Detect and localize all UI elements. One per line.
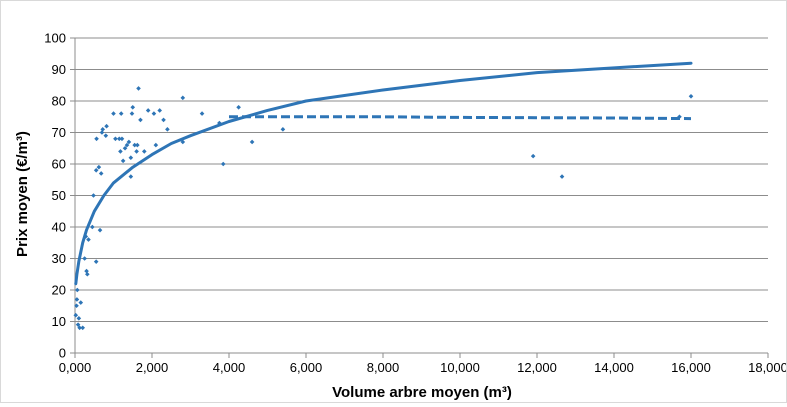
scatter-point: [103, 133, 109, 138]
scatter-point: [91, 193, 96, 198]
scatter-point: [122, 145, 128, 151]
scatter-point: [96, 164, 102, 170]
x-tick-label: 18,000: [748, 360, 786, 375]
scatter-point: [94, 136, 99, 142]
scatter-point: [180, 95, 186, 101]
scatter-point: [77, 325, 82, 331]
scatter-point: [97, 227, 103, 233]
scatter-point: [118, 111, 124, 116]
y-tick-label: 50: [52, 188, 66, 203]
scatter-point: [126, 139, 132, 145]
scatter-point: [119, 136, 125, 142]
y-tick-label: 40: [52, 220, 66, 235]
scatter-point: [76, 316, 82, 321]
x-tick-label: 14,000: [594, 360, 634, 375]
scatter-point: [530, 153, 536, 159]
x-tick-label: 2,000: [136, 360, 169, 375]
y-tick-label: 10: [52, 314, 66, 329]
x-tick-label: 10,000: [440, 360, 480, 375]
scatter-point: [78, 300, 84, 305]
scatter-point: [142, 149, 147, 154]
scatter-point: [161, 117, 166, 123]
y-axis-title: Prix moyen (€/m³): [14, 131, 31, 257]
scatter-point: [74, 303, 79, 309]
scatter-point: [85, 271, 90, 277]
y-tick-label: 60: [52, 157, 66, 172]
scatter-point: [100, 127, 106, 132]
x-tick-label: 6,000: [290, 360, 323, 375]
scatter-point: [151, 111, 157, 116]
scatter-point: [111, 111, 116, 116]
y-tick-label: 30: [52, 251, 66, 266]
scatter-point: [98, 171, 104, 176]
y-tick-label: 100: [44, 31, 66, 46]
scatter-point: [128, 155, 134, 160]
x-tick-labels: 0,000 2,000 4,000 6,000 8,000 10,000 12,000 14,…: [59, 360, 787, 375]
logarithmic-trend-line: [74, 61, 693, 286]
x-tick-label: 12,000: [517, 360, 557, 375]
scatter-point: [124, 142, 130, 148]
scatter-point: [153, 142, 159, 148]
dashed-trend-line: [229, 115, 692, 121]
scatter-point: [559, 174, 565, 179]
scatter-point: [280, 127, 286, 132]
x-tick-label: 0,000: [59, 360, 92, 375]
scatter-point: [90, 224, 95, 230]
scatter-point: [74, 297, 80, 302]
scatter-point: [116, 136, 122, 142]
scatter-point: [136, 86, 141, 91]
scatter-point: [93, 259, 99, 264]
scatter-point: [118, 149, 123, 154]
scatter-point: [99, 130, 105, 135]
scatter-point: [249, 139, 255, 145]
y-tick-labels: 0 10 20 30 40 50 60 70 80 90 100: [44, 31, 66, 361]
scatter-point: [80, 325, 85, 331]
x-axis-title: Volume arbre moyen (m³): [332, 384, 512, 401]
scatter-point: [138, 117, 143, 123]
y-tick-label: 20: [52, 283, 66, 298]
y-tick-label: 70: [52, 125, 66, 140]
x-tick-label: 4,000: [213, 360, 246, 375]
scatter-point: [75, 287, 80, 293]
x-tick-label: 8,000: [367, 360, 400, 375]
gridlines: [75, 37, 768, 322]
scatter-point: [82, 256, 87, 261]
scatter-point: [73, 312, 79, 318]
scatter-point: [236, 105, 241, 110]
y-tick-label: 90: [52, 62, 66, 77]
scatter-point: [86, 237, 91, 242]
scatter-point: [93, 168, 99, 173]
scatter-point: [145, 108, 151, 113]
scatter-point: [135, 142, 140, 148]
scatter-point: [157, 108, 162, 113]
scatter-point: [199, 111, 205, 116]
scatter-point: [688, 93, 694, 99]
scatter-point: [132, 142, 137, 148]
y-tick-label: 80: [52, 94, 66, 109]
scatter-point: [113, 136, 118, 142]
scatter-point: [75, 322, 81, 327]
data-series: [73, 61, 694, 331]
scatter-point: [180, 139, 186, 145]
scatter-point: [130, 105, 136, 110]
axes: [70, 37, 769, 358]
scatter-point: [84, 268, 89, 274]
scatter-point: [220, 161, 226, 167]
scatter-point: [128, 174, 134, 179]
scatter-point: [120, 158, 126, 164]
scatter-point: [165, 127, 170, 132]
scatter-point: [134, 149, 139, 154]
scatter-point: [104, 123, 109, 129]
y-tick-label: 0: [59, 346, 66, 361]
x-tick-label: 16,000: [671, 360, 711, 375]
scatter-point: [129, 111, 135, 116]
